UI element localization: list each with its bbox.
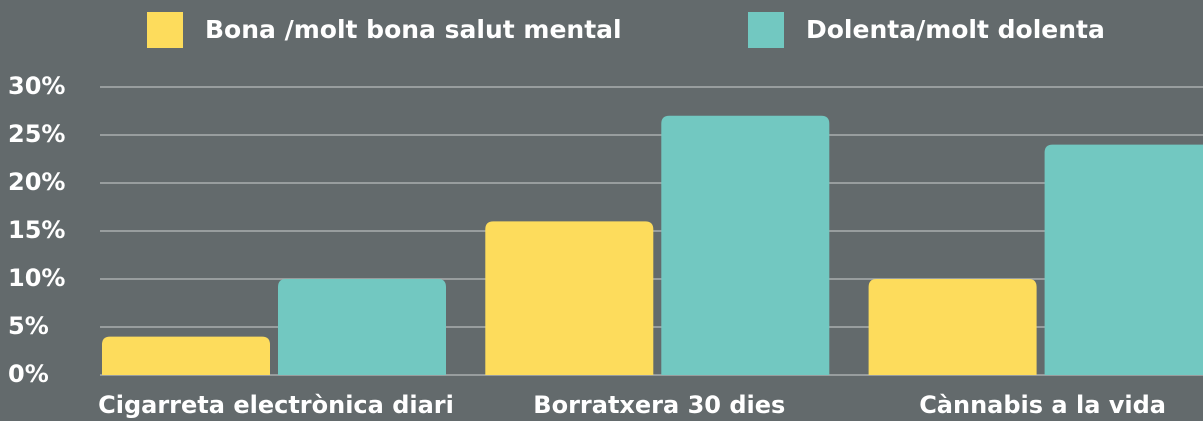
bar (868, 279, 1037, 375)
y-tick-label: 15% (8, 216, 65, 244)
x-tick-label: Cànnabis a la vida (919, 391, 1166, 419)
bar (661, 115, 830, 376)
x-tick-label: Borratxera 30 dies (533, 391, 785, 419)
legend-label: Dolenta/molt dolenta (806, 15, 1105, 44)
y-tick-label: 20% (8, 168, 65, 196)
y-tick-label: 10% (8, 264, 65, 292)
bar (102, 336, 270, 375)
y-tick-label: 30% (8, 72, 65, 100)
y-tick-label: 0% (8, 360, 49, 388)
x-tick-label: Cigarreta electrònica diari (98, 391, 454, 419)
y-tick-label: 5% (8, 312, 49, 340)
legend-label: Bona /molt bona salut mental (205, 15, 622, 44)
bar (485, 221, 654, 375)
legend-swatch (147, 12, 183, 48)
y-tick-label: 25% (8, 120, 65, 148)
bar (278, 279, 446, 375)
bar (1044, 144, 1203, 375)
legend-swatch (748, 12, 784, 48)
